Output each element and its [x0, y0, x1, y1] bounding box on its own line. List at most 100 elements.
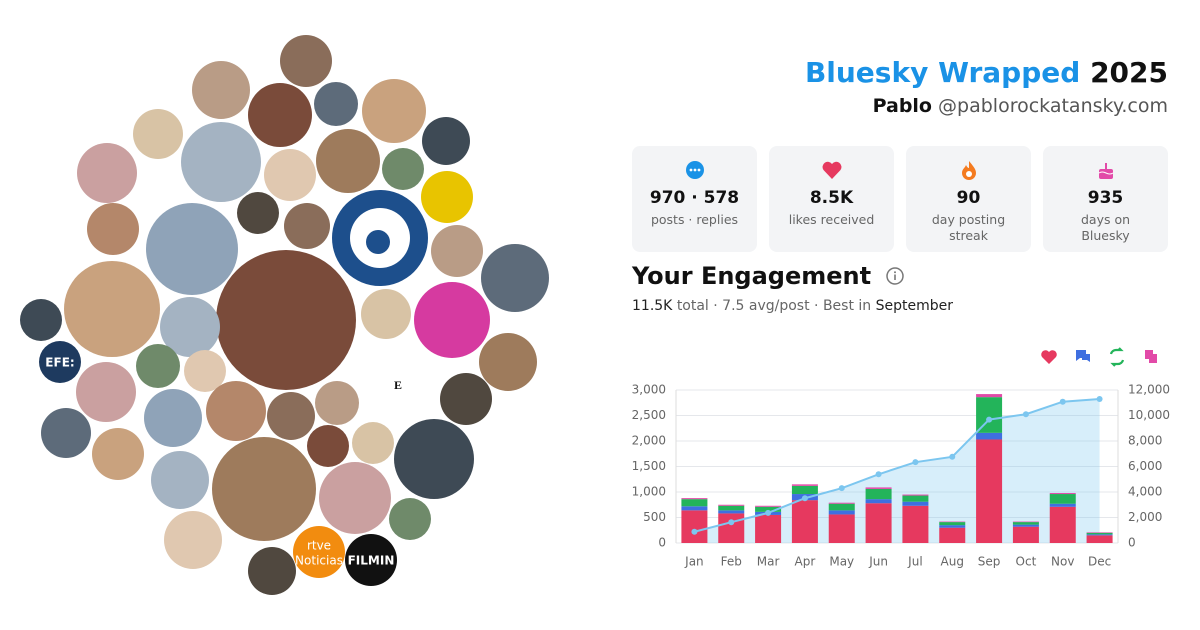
avatar	[479, 333, 537, 391]
avatar	[481, 244, 549, 312]
bar-segment	[681, 506, 708, 511]
y2-tick-label: 0	[1128, 536, 1136, 550]
avatar	[87, 203, 139, 255]
avatar	[389, 498, 431, 540]
x-tick-label: May	[829, 555, 854, 569]
y-tick-label: 2,000	[632, 434, 666, 448]
avatar	[192, 61, 250, 119]
stat-value: 90	[956, 188, 981, 208]
avatar	[76, 362, 136, 422]
line-point	[1096, 396, 1103, 403]
avatar	[248, 547, 296, 595]
x-tick-label: Oct	[1016, 555, 1037, 569]
stat-card: 90 day posting streak	[906, 146, 1031, 252]
avatar	[151, 451, 209, 509]
avatar	[133, 109, 183, 159]
line-point	[986, 416, 993, 423]
stat-card: 8.5K likes received	[769, 146, 894, 252]
avatar	[267, 392, 315, 440]
x-tick-label: Dec	[1088, 555, 1111, 569]
y-tick-label: 1,000	[632, 485, 666, 499]
y2-tick-label: 4,000	[1128, 485, 1162, 499]
year: 2025	[1090, 56, 1168, 89]
legend-toggle[interactable]	[1145, 350, 1157, 363]
bar-segment	[1012, 521, 1039, 523]
y-tick-label: 2,500	[632, 408, 666, 422]
avatar	[284, 203, 330, 249]
x-tick-label: Aug	[941, 555, 964, 569]
x-tick-label: Feb	[721, 555, 742, 569]
line-point	[765, 509, 772, 516]
avatar	[352, 422, 394, 464]
engagement-summary: 11.5K total · 7.5 avg/post · Best in Sep…	[632, 298, 953, 314]
bar-segment	[828, 514, 855, 543]
icon-flame	[961, 161, 976, 180]
avatar	[319, 462, 391, 534]
bar-segment	[976, 432, 1003, 440]
section-title: Your Engagement	[632, 262, 905, 290]
y2-tick-label: 8,000	[1128, 434, 1162, 448]
avatar	[39, 341, 81, 383]
line-point	[691, 528, 698, 535]
avatar	[64, 261, 160, 357]
bar-segment	[939, 527, 966, 543]
user-name: Pablo	[872, 95, 932, 117]
logo-text: rtve	[307, 539, 331, 553]
avatar	[345, 534, 397, 586]
x-tick-label: Nov	[1051, 555, 1074, 569]
y2-tick-label: 10,000	[1128, 408, 1170, 422]
avatar	[422, 117, 470, 165]
bar-segment	[1012, 524, 1039, 527]
avatar	[41, 408, 91, 458]
avatar	[212, 437, 316, 541]
y2-tick-label: 12,000	[1128, 383, 1170, 397]
legend-toggle[interactable]	[1041, 350, 1057, 364]
line	[694, 398, 1100, 533]
bar-segment	[865, 503, 892, 543]
line-point	[1022, 411, 1029, 418]
stat-card: 970 · 578 posts · replies	[632, 146, 757, 252]
avatar	[414, 282, 490, 358]
bar-segment	[939, 525, 966, 528]
bar-segment	[865, 488, 892, 500]
avatar	[248, 83, 312, 147]
icon-heart	[822, 161, 841, 179]
bar-segment	[1086, 532, 1113, 535]
bar-segment	[1012, 522, 1039, 525]
line-point	[838, 485, 845, 492]
avatar	[216, 250, 356, 390]
bar-segment	[1086, 534, 1113, 536]
stat-value: 970 · 578	[649, 188, 740, 208]
y2-tick-label: 6,000	[1128, 459, 1162, 473]
summary: total · 7.5 avg/post · Best in	[676, 298, 872, 314]
bar-segment	[718, 510, 745, 514]
bar-segment	[1086, 535, 1113, 543]
bar-segment	[902, 495, 929, 502]
bar-segment	[902, 505, 929, 543]
avatar	[136, 344, 180, 388]
legend-toggle[interactable]	[1076, 350, 1090, 362]
line-point	[801, 495, 808, 502]
x-tick-label: Jun	[868, 555, 888, 569]
logo-text: FILMIN	[348, 554, 395, 568]
y-tick-label: 500	[643, 510, 666, 524]
total: 11.5K	[632, 298, 673, 314]
avatar	[181, 122, 261, 202]
avatar	[361, 289, 411, 339]
best-month: September	[875, 298, 954, 314]
info-icon[interactable]	[885, 266, 905, 286]
stat-label: likes received	[788, 212, 875, 227]
bar-segment	[939, 521, 966, 523]
bar-segment	[828, 510, 855, 515]
stat-value: 935	[1087, 188, 1124, 208]
x-tick-label: Jan	[684, 555, 704, 569]
avatar	[316, 129, 380, 193]
bar-segment	[755, 514, 782, 543]
bar-segment	[1086, 532, 1113, 533]
stat-value: 8.5K	[809, 188, 854, 208]
legend-toggle[interactable]	[1109, 347, 1125, 367]
stat-label: day posting streak	[931, 212, 1006, 243]
bar-segment	[755, 505, 782, 507]
stat-card: 935 days on Bluesky	[1043, 146, 1168, 252]
avatar	[20, 299, 62, 341]
